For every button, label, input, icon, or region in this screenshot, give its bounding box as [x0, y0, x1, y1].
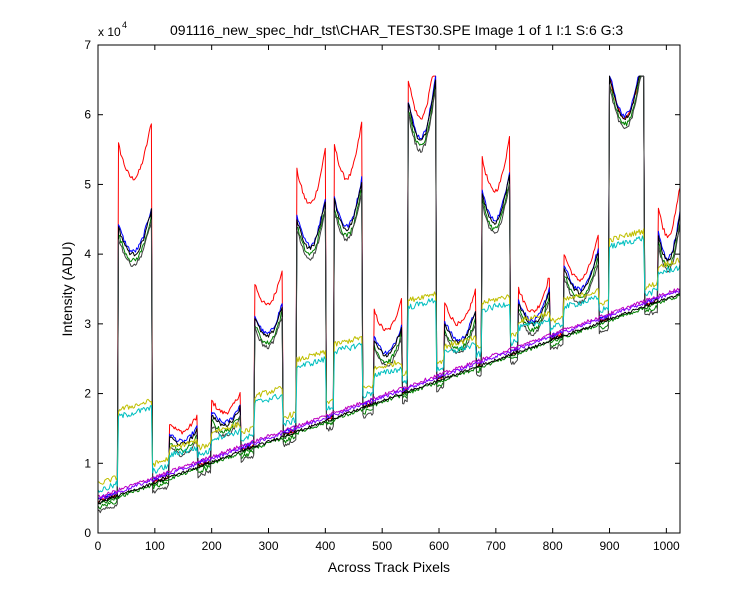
y-tick-label: 5 [84, 177, 91, 191]
x-tick-label: 200 [202, 539, 222, 553]
x-tick-label: 1000 [653, 539, 680, 553]
series-line-4 [97, 75, 681, 504]
chart-title: 091116_new_spec_hdr_tst\CHAR_TEST30.SPE … [170, 22, 623, 38]
x-tick-label: 300 [258, 539, 278, 553]
series-layer [97, 75, 681, 514]
x-tick-label: 900 [600, 539, 620, 553]
y-multiplier-exponent: 4 [122, 20, 127, 30]
y-tick-label: 6 [84, 108, 91, 122]
series-line-1 [97, 75, 681, 503]
x-tick-label: 700 [486, 539, 506, 553]
y-tick-label: 3 [84, 317, 91, 331]
y-tick-label: 4 [84, 247, 91, 261]
y-tick-label: 1 [84, 456, 91, 470]
x-axis: 0 100 200 300 400 500 600 700 800 900 1000 [95, 45, 680, 553]
series-line-11 [97, 293, 680, 505]
series-line-9 [98, 289, 681, 500]
x-tick-label: 400 [315, 539, 335, 553]
x-tick-label: 800 [543, 539, 563, 553]
y-tick-label: 7 [84, 38, 91, 52]
y-multiplier: x 10 [98, 25, 121, 39]
y-axis: 0 1 2 3 4 5 6 7 [84, 38, 680, 540]
y-tick-label: 2 [84, 387, 91, 401]
plot-background [98, 45, 680, 533]
plot-frame [97, 44, 681, 534]
x-tick-label: 0 [95, 539, 102, 553]
x-axis-label: Across Track Pixels [328, 559, 450, 575]
series-line-6 [97, 228, 681, 485]
series-line-7 [97, 235, 681, 493]
x-tick-label: 100 [145, 539, 165, 553]
x-tick-label: 600 [429, 539, 449, 553]
y-tick-label: 0 [84, 526, 91, 540]
y-axis-label: Intensity (ADU) [59, 242, 75, 337]
series-line-2 [97, 75, 681, 500]
x-tick-label: 500 [372, 539, 392, 553]
